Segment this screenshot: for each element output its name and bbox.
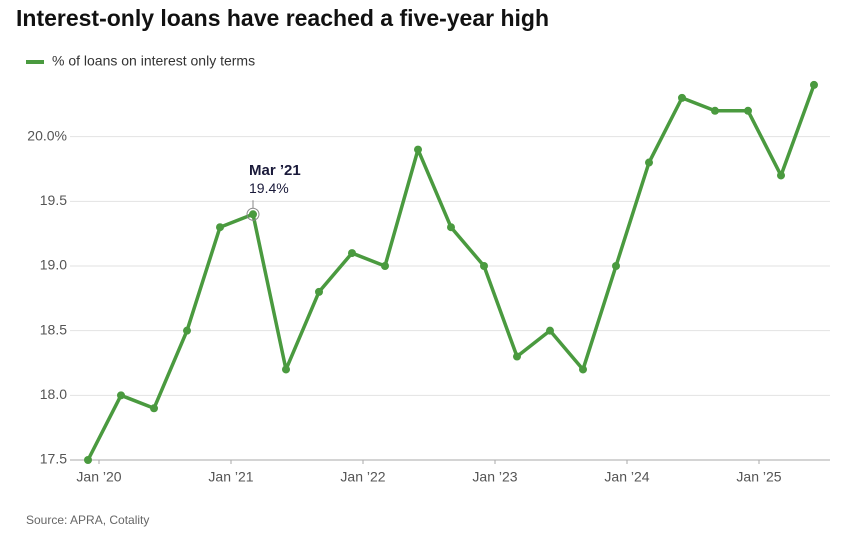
y-tick-label: 18.0 [40,386,67,402]
x-tick-label: Jan ’25 [736,469,781,485]
data-point [150,404,158,413]
data-point [381,262,389,270]
data-point [645,158,653,167]
data-point [282,365,290,374]
y-tick-label: 20.0% [27,127,67,143]
data-point [612,262,620,270]
data-point [216,223,224,232]
chart-title: Interest-only loans have reached a five-… [16,5,549,31]
data-point [579,365,587,374]
data-point [777,171,785,180]
series-line [86,84,816,461]
y-tick-label: 17.5 [40,451,67,467]
source: Source: APRA, Cotality [26,513,149,527]
data-point [744,106,752,115]
legend-label: % of loans on interest only terms [52,53,255,69]
y-tick-label: 19.5 [40,192,67,208]
data-point [678,93,686,102]
y-tick-label: 19.0 [40,257,67,273]
data-point [315,287,323,296]
data-point [117,391,125,400]
annotation-title: Mar ’21 [249,162,301,179]
x-tick-label: Jan ’24 [604,469,649,485]
y-tick-label: 18.5 [40,321,67,337]
data-point [447,223,455,232]
data-point [810,80,818,89]
x-tick-label: Jan ’20 [76,469,121,485]
data-point [183,326,191,335]
x-tick-label: Jan ’23 [472,469,517,485]
data-point [513,352,521,361]
x-tick-label: Jan ’21 [208,469,253,485]
data-point [711,106,719,115]
data-point [249,210,257,219]
data-point [348,249,356,258]
x-tick-label: Jan ’22 [340,469,385,485]
data-point [480,262,488,270]
data-point [84,456,92,464]
data-point [546,326,554,335]
annotation-value: 19.4% [249,180,289,196]
data-point [414,145,422,154]
